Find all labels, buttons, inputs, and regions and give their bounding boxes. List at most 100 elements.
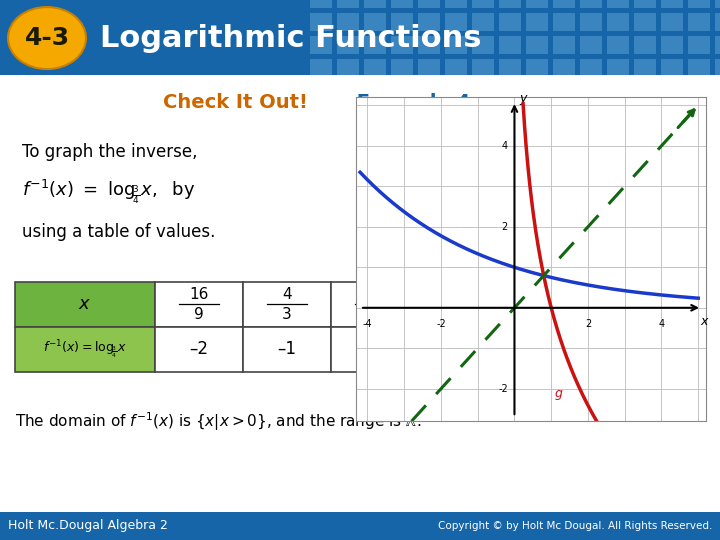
Bar (715, 36, 720, 54)
Bar (472, 13, 494, 31)
Bar (688, 13, 710, 31)
Bar (688, 0, 710, 8)
Bar (634, 36, 656, 54)
Text: Logarithmic Functions: Logarithmic Functions (100, 24, 482, 52)
Text: $x$: $x$ (78, 295, 91, 314)
Text: y: y (519, 92, 526, 105)
Bar (418, 13, 440, 31)
Text: 4: 4 (658, 319, 665, 329)
Bar (607, 59, 629, 77)
Bar (553, 0, 575, 8)
Bar (445, 36, 467, 54)
Bar (580, 13, 602, 31)
Bar (472, 59, 494, 77)
Text: g: g (555, 387, 563, 400)
Bar (580, 0, 602, 8)
Bar (526, 0, 548, 8)
Bar (337, 0, 359, 8)
Bar (499, 0, 521, 8)
Bar (243, 327, 331, 372)
Text: Copyright © by Holt Mc Dougal. All Rights Reserved.: Copyright © by Holt Mc Dougal. All Right… (438, 521, 712, 531)
Text: 64: 64 (541, 307, 561, 322)
Bar (472, 0, 494, 8)
Bar (661, 0, 683, 8)
Bar (155, 327, 243, 372)
Bar (418, 36, 440, 54)
Bar (688, 59, 710, 77)
Bar (155, 282, 243, 327)
Text: 3: 3 (546, 341, 557, 359)
Bar (507, 282, 595, 327)
Bar (391, 36, 413, 54)
Bar (580, 36, 602, 54)
Text: 2: 2 (502, 222, 508, 232)
Bar (310, 59, 332, 77)
Bar (526, 13, 548, 31)
Bar (445, 0, 467, 8)
Bar (445, 13, 467, 31)
Bar (499, 13, 521, 31)
Text: 16: 16 (189, 287, 209, 302)
Bar (364, 13, 386, 31)
Bar (310, 0, 332, 8)
Bar (715, 0, 720, 8)
Text: x: x (700, 315, 708, 328)
Bar (331, 282, 419, 327)
Text: To graph the inverse,: To graph the inverse, (22, 143, 197, 161)
Text: Holt Mc.Dougal Algebra 2: Holt Mc.Dougal Algebra 2 (8, 519, 168, 532)
Bar (661, 13, 683, 31)
Text: 2: 2 (458, 341, 468, 359)
Bar (418, 0, 440, 8)
Bar (364, 36, 386, 54)
Text: –2: –2 (189, 341, 209, 359)
Bar (15, 282, 155, 327)
Text: 4: 4 (370, 307, 380, 322)
Text: 4: 4 (502, 141, 508, 151)
Bar (331, 327, 419, 372)
Text: 27: 27 (541, 287, 561, 302)
Text: –1: –1 (277, 341, 297, 359)
Text: 1: 1 (369, 341, 380, 359)
Bar (391, 0, 413, 8)
Bar (15, 327, 155, 372)
Bar (243, 282, 331, 327)
Bar (715, 59, 720, 77)
Bar (553, 59, 575, 77)
Bar (607, 0, 629, 8)
Ellipse shape (8, 7, 86, 69)
Bar (364, 59, 386, 77)
Bar (526, 36, 548, 54)
Text: -2: -2 (436, 319, 446, 329)
Text: 16: 16 (454, 307, 473, 322)
Text: Check It Out!: Check It Out! (163, 92, 307, 112)
Bar (688, 36, 710, 54)
Bar (634, 0, 656, 8)
Text: 9: 9 (194, 307, 204, 322)
Text: 9: 9 (458, 287, 468, 302)
Bar (391, 13, 413, 31)
Bar (445, 59, 467, 77)
Bar (580, 59, 602, 77)
Text: 4: 4 (282, 287, 292, 302)
Bar (419, 282, 507, 327)
Bar (391, 59, 413, 77)
Bar (553, 36, 575, 54)
Bar (499, 59, 521, 77)
Bar (337, 36, 359, 54)
Text: $f^{-1}(x) = \mathrm{log}_{\!\frac{3}{4}}x$: $f^{-1}(x) = \mathrm{log}_{\!\frac{3}{4}… (43, 339, 127, 360)
Bar (310, 13, 332, 31)
Bar (507, 327, 595, 372)
Bar (607, 36, 629, 54)
Bar (310, 36, 332, 54)
Bar (337, 13, 359, 31)
Text: 4-3: 4-3 (24, 26, 70, 50)
Text: 3: 3 (370, 287, 380, 302)
Bar (661, 36, 683, 54)
Bar (715, 13, 720, 31)
Text: Example 4: Example 4 (350, 92, 470, 112)
Bar (418, 59, 440, 77)
Text: -4: -4 (363, 319, 372, 329)
Bar (553, 13, 575, 31)
Bar (661, 59, 683, 77)
Text: using a table of values.: using a table of values. (22, 223, 215, 241)
